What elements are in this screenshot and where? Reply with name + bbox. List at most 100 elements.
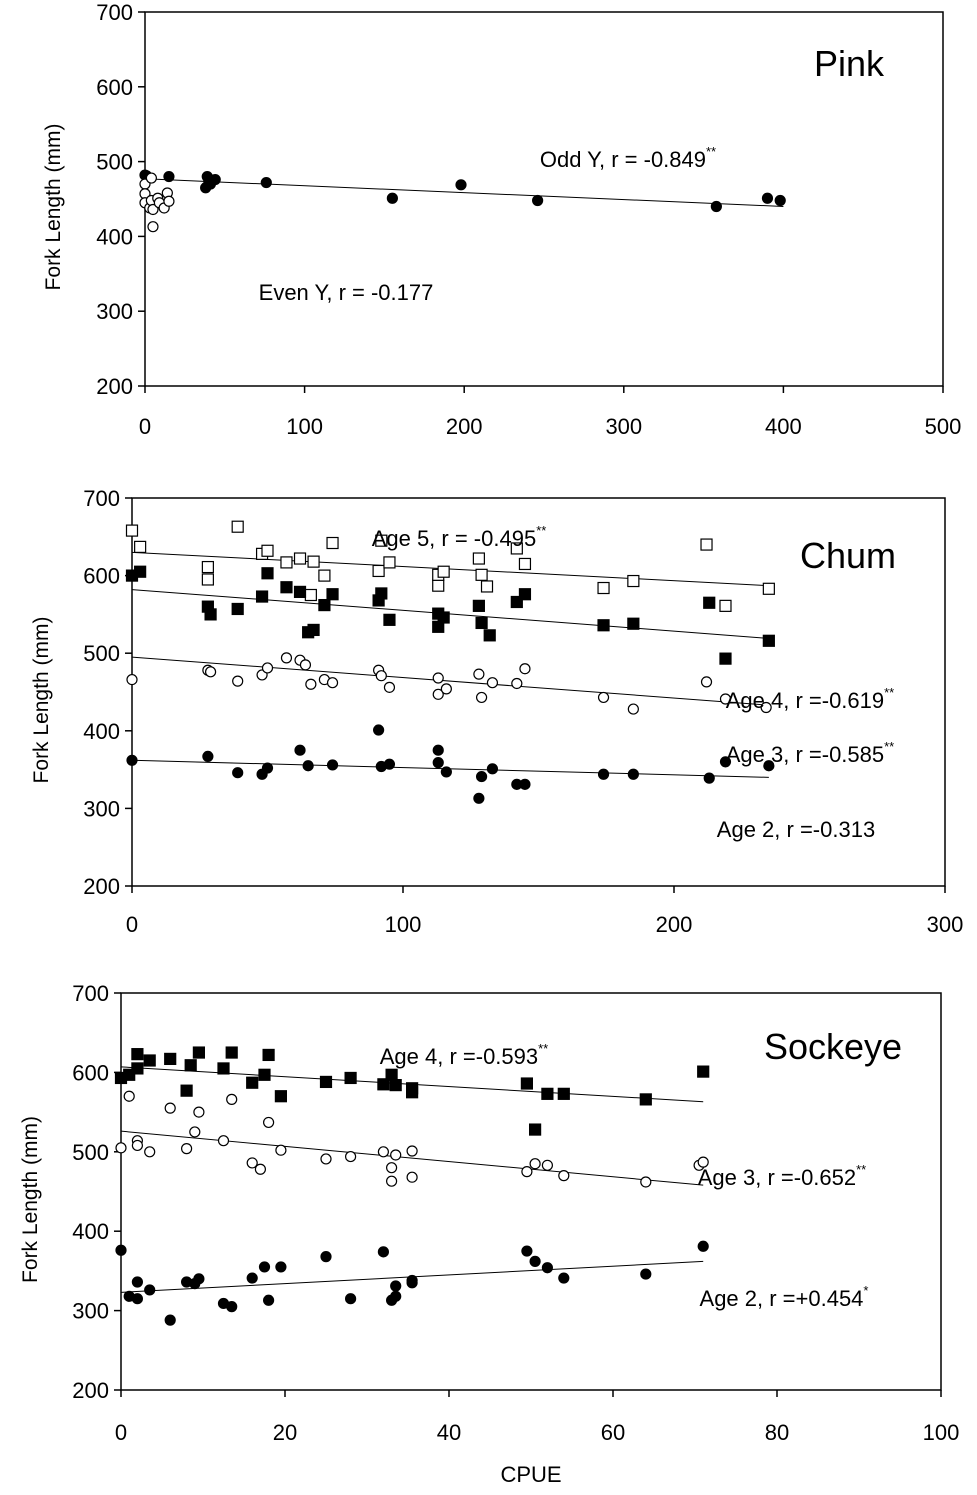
filled-circle-marker bbox=[275, 1261, 287, 1273]
y-tick-label: 400 bbox=[96, 224, 133, 249]
open-circle-marker bbox=[760, 701, 772, 714]
x-axis-label: CPUE bbox=[500, 1462, 561, 1487]
open-square-marker bbox=[125, 524, 139, 537]
filled-circle-marker bbox=[131, 1276, 143, 1288]
filled-circle-marker bbox=[473, 792, 485, 804]
open-square-marker bbox=[472, 552, 485, 565]
x-tick-label: 0 bbox=[126, 912, 138, 937]
filled-circle-marker bbox=[763, 760, 775, 772]
filled-square-marker bbox=[134, 565, 147, 578]
filled-circle-marker bbox=[719, 756, 732, 768]
filled-square-marker bbox=[184, 1059, 197, 1072]
filled-square-marker bbox=[528, 1123, 542, 1136]
open-circle-marker bbox=[232, 675, 244, 687]
open-square-marker bbox=[383, 556, 396, 569]
open-circle-marker bbox=[126, 673, 138, 686]
x-tick-label: 500 bbox=[925, 414, 962, 439]
filled-square-marker bbox=[255, 590, 269, 603]
open-square-marker bbox=[480, 580, 494, 593]
filled-square-marker bbox=[639, 1093, 652, 1106]
filled-circle-marker bbox=[320, 1251, 332, 1263]
filled-square-marker bbox=[518, 588, 532, 601]
significance-marker: * bbox=[863, 1283, 868, 1298]
filled-circle-marker bbox=[406, 1277, 418, 1289]
open-square-marker bbox=[304, 588, 317, 602]
filled-square-marker bbox=[375, 587, 388, 600]
x-tick-label: 100 bbox=[286, 414, 323, 439]
correlation-annotation: Odd Y, r = -0.849** bbox=[540, 144, 716, 172]
open-circle-marker bbox=[326, 677, 339, 689]
filled-circle-marker bbox=[163, 170, 175, 183]
filled-circle-marker bbox=[202, 750, 214, 763]
chart-panel-pink: 200 300 400 500 600 700 0 100 200 300 400 500 Fork L… bbox=[42, 0, 961, 439]
y-tick-label: 500 bbox=[83, 641, 120, 666]
open-square-marker bbox=[261, 544, 274, 557]
open-square-marker bbox=[437, 565, 450, 578]
filled-square-marker bbox=[261, 567, 274, 580]
filled-circle-marker bbox=[697, 1240, 709, 1252]
open-square-marker bbox=[293, 552, 307, 565]
filled-circle-marker bbox=[640, 1268, 652, 1280]
filled-square-marker bbox=[520, 1077, 534, 1090]
open-circle-marker bbox=[521, 1166, 533, 1178]
filled-circle-marker bbox=[390, 1290, 402, 1302]
correlation-annotation: Age 3, r =-0.585** bbox=[726, 739, 895, 767]
open-circle-marker bbox=[529, 1158, 541, 1170]
filled-circle-marker bbox=[519, 778, 531, 790]
y-tick-label: 400 bbox=[72, 1219, 109, 1244]
open-circle-marker bbox=[386, 1175, 398, 1187]
filled-circle-marker bbox=[126, 754, 138, 766]
open-circle-marker bbox=[189, 1126, 201, 1138]
open-circle-marker bbox=[193, 1106, 205, 1118]
filled-square-marker bbox=[204, 608, 217, 621]
significance-marker: ** bbox=[884, 739, 894, 754]
filled-circle-marker bbox=[774, 194, 786, 207]
filled-square-marker bbox=[274, 1090, 287, 1103]
open-square-marker bbox=[134, 540, 147, 553]
filled-square-marker bbox=[697, 1065, 710, 1078]
significance-marker: ** bbox=[538, 1041, 548, 1056]
x-tick-label: 0 bbox=[115, 1420, 127, 1445]
chart-panel-chum: 200 300 400 500 600 700 0 100 200 300 Fork Length … bbox=[30, 486, 963, 937]
open-square-marker bbox=[627, 574, 640, 588]
open-circle-marker bbox=[440, 683, 452, 695]
y-tick-label: 600 bbox=[83, 564, 120, 589]
filled-circle-marker bbox=[710, 200, 722, 213]
filled-square-marker bbox=[437, 611, 450, 624]
x-tick-label: 80 bbox=[765, 1420, 789, 1445]
open-circle-marker bbox=[541, 1159, 554, 1171]
x-tick-label: 100 bbox=[923, 1420, 960, 1445]
open-circle-marker bbox=[383, 681, 396, 693]
filled-square-marker bbox=[557, 1087, 570, 1100]
filled-circle-marker bbox=[432, 744, 444, 756]
open-square-marker bbox=[201, 560, 214, 574]
filled-square-marker bbox=[225, 1046, 238, 1059]
open-square-marker bbox=[518, 557, 532, 571]
correlation-annotation: Age 2, r =-0.313 bbox=[717, 817, 875, 842]
correlation-annotation: Age 4, r =-0.619** bbox=[726, 685, 895, 713]
filled-circle-marker bbox=[761, 192, 774, 204]
filled-square-marker bbox=[217, 1062, 230, 1075]
filled-square-marker bbox=[541, 1087, 554, 1100]
open-circle-marker bbox=[145, 172, 157, 184]
filled-square-marker bbox=[385, 1068, 398, 1081]
filled-circle-marker bbox=[390, 1280, 402, 1292]
filled-square-marker bbox=[164, 1052, 177, 1066]
filled-square-marker bbox=[319, 1075, 333, 1089]
filled-square-marker bbox=[383, 613, 396, 626]
plot-frame bbox=[120, 992, 942, 1391]
filled-circle-marker bbox=[455, 179, 467, 191]
open-circle-marker bbox=[390, 1149, 402, 1161]
open-circle-marker bbox=[627, 703, 639, 715]
filled-square-marker bbox=[377, 1078, 390, 1091]
open-circle-marker bbox=[345, 1150, 357, 1163]
open-square-marker bbox=[597, 581, 610, 595]
filled-square-marker bbox=[143, 1054, 156, 1067]
open-square-marker bbox=[510, 542, 523, 555]
open-circle-marker bbox=[204, 666, 217, 678]
filled-square-marker bbox=[627, 617, 640, 630]
open-square-marker bbox=[375, 534, 388, 547]
filled-circle-marker bbox=[386, 192, 398, 204]
open-circle-marker bbox=[432, 672, 444, 684]
